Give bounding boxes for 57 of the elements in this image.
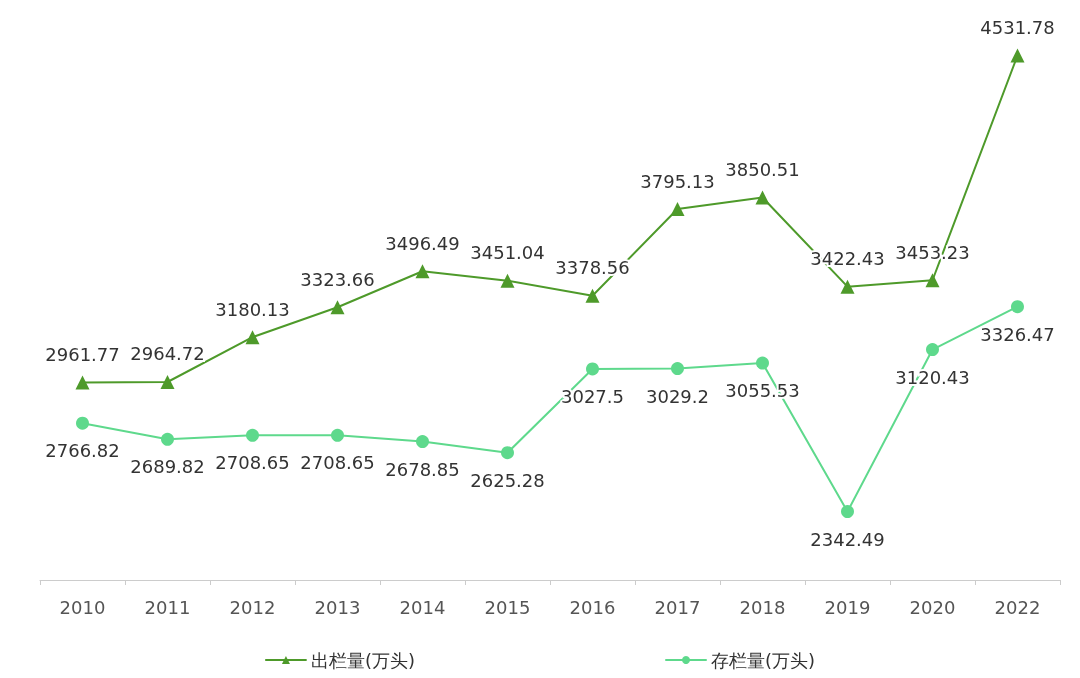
point — [415, 264, 430, 279]
x-tick-label: 2020 — [909, 596, 956, 618]
point — [1011, 300, 1024, 314]
data-label: 3027.5 — [561, 385, 624, 407]
x-tick-label: 2015 — [484, 596, 531, 618]
data-label: 3496.49 — [385, 232, 460, 254]
point — [755, 190, 770, 205]
point — [840, 279, 855, 294]
data-label: 3029.2 — [646, 385, 709, 407]
point — [585, 288, 600, 303]
x-tick-label: 2017 — [654, 596, 701, 618]
x-tick-label: 2016 — [569, 596, 616, 618]
data-label: 3850.51 — [725, 159, 800, 180]
data-label: 3180.13 — [215, 298, 290, 320]
point — [160, 375, 175, 389]
data-label: 3323.66 — [300, 268, 375, 290]
point — [841, 505, 854, 519]
point — [500, 273, 515, 288]
x-tick-label: 2014 — [399, 596, 446, 618]
point — [671, 362, 684, 376]
point — [926, 343, 939, 357]
point — [416, 435, 429, 449]
point — [925, 273, 940, 288]
data-label: 2689.82 — [130, 456, 205, 478]
point — [75, 375, 90, 390]
point — [330, 300, 345, 315]
x-tick-label: 2019 — [824, 596, 871, 618]
data-label: 4531.78 — [980, 17, 1055, 39]
point — [501, 446, 514, 460]
x-tick-label: 2010 — [59, 596, 106, 618]
point — [670, 202, 685, 217]
point — [246, 428, 259, 442]
data-label: 2964.72 — [130, 343, 205, 365]
data-label: 3451.04 — [470, 242, 545, 264]
point — [1010, 48, 1025, 63]
data-label: 2342.49 — [810, 528, 885, 550]
point — [331, 428, 344, 442]
data-label: 2678.85 — [385, 458, 460, 480]
point — [245, 330, 260, 345]
data-label: 2708.65 — [300, 452, 375, 474]
data-label: 2961.77 — [45, 344, 120, 366]
data-label: 3795.13 — [640, 170, 715, 192]
point — [756, 356, 769, 370]
x-tick-label: 2013 — [314, 596, 361, 618]
x-tick-label: 2022 — [994, 596, 1041, 618]
data-label: 3326.47 — [980, 323, 1055, 345]
x-tick-label: 2018 — [739, 596, 786, 618]
x-tick-label: 2011 — [144, 596, 191, 618]
point — [161, 432, 174, 446]
legend-label: 存栏量(万头) — [711, 649, 816, 671]
legend-label: 出栏量(万头) — [310, 649, 415, 671]
data-label: 2625.28 — [470, 469, 545, 491]
data-label: 2766.82 — [45, 440, 120, 462]
x-tick-label: 2012 — [229, 596, 276, 618]
data-label: 2708.65 — [215, 452, 290, 474]
point — [586, 362, 599, 376]
point — [76, 416, 89, 430]
